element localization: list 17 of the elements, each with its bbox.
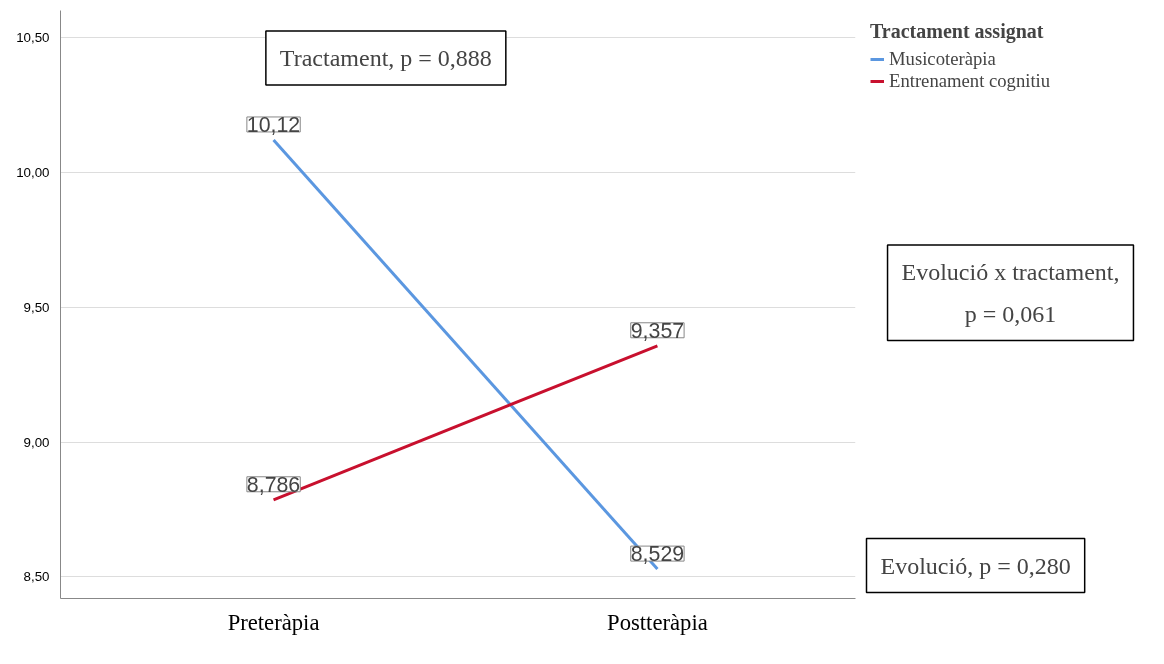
annotation: Tractament, p = 0,888 (279, 45, 492, 72)
data-label: 10,12 (246, 112, 301, 137)
data-label: 8,529 (630, 542, 685, 567)
data-label: 9,357 (630, 318, 685, 343)
legend-label: Entrenament cognitiu (889, 70, 1051, 92)
data-label: 8,786 (246, 472, 301, 497)
y-tick-label: 10,50 (16, 29, 50, 45)
text: Evolució x tractament, p = 0,061 (901, 258, 1120, 327)
y-tick-label: 8,50 (23, 569, 50, 585)
y-tick-label: 9,00 (23, 434, 50, 450)
legend-label: Musicoteràpia (889, 48, 996, 70)
text: Evolució, p = 0,280 (880, 552, 1071, 579)
x-tick-label: Preteràpia (227, 609, 320, 635)
legend-title: Tractament assignat (870, 20, 1045, 43)
y-tick-label: 10,00 (16, 164, 50, 180)
x-tick-label: Postteràpia (607, 609, 708, 635)
y-tick-label: 9,50 (23, 299, 50, 315)
